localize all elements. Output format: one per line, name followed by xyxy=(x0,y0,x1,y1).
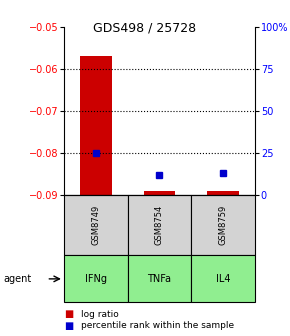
Bar xyxy=(80,56,112,195)
Text: percentile rank within the sample: percentile rank within the sample xyxy=(81,322,234,330)
Bar xyxy=(191,255,255,302)
Text: GSM8754: GSM8754 xyxy=(155,205,164,245)
Bar xyxy=(144,191,175,195)
Bar xyxy=(64,195,128,255)
Text: IL4: IL4 xyxy=(216,274,231,284)
Text: TNFa: TNFa xyxy=(148,274,171,284)
Bar xyxy=(191,195,255,255)
Text: IFNg: IFNg xyxy=(85,274,107,284)
Bar xyxy=(128,195,191,255)
Text: log ratio: log ratio xyxy=(81,310,119,319)
Bar xyxy=(207,191,239,195)
Bar xyxy=(128,255,191,302)
Text: GDS498 / 25728: GDS498 / 25728 xyxy=(93,22,197,35)
Bar xyxy=(64,255,128,302)
Text: GSM8749: GSM8749 xyxy=(91,205,100,245)
Text: ■: ■ xyxy=(64,309,73,319)
Text: GSM8759: GSM8759 xyxy=(219,205,228,245)
Text: agent: agent xyxy=(3,274,31,284)
Text: ■: ■ xyxy=(64,321,73,331)
